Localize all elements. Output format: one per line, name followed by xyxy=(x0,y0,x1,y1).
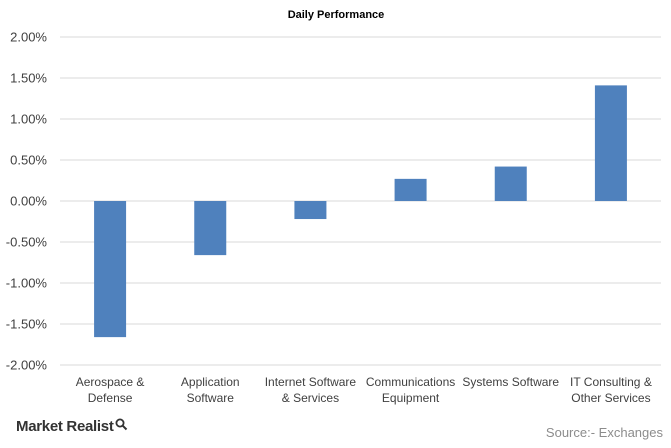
y-tick-label: 0.00% xyxy=(10,194,47,209)
y-tick-label: 1.00% xyxy=(10,112,47,127)
y-tick-label: 1.50% xyxy=(10,71,47,86)
chart-title: Daily Performance xyxy=(288,9,385,21)
magnifier-icon xyxy=(115,418,128,435)
bar xyxy=(194,201,227,256)
y-tick-label: -1.50% xyxy=(6,317,48,332)
y-tick-label: -0.50% xyxy=(6,235,48,250)
gridlines xyxy=(60,36,661,366)
category-label: Communications Equipment xyxy=(366,375,455,405)
bar xyxy=(394,178,427,201)
bar xyxy=(94,201,127,338)
y-tick-label: 2.00% xyxy=(10,30,47,45)
bar xyxy=(594,85,627,201)
category-label: IT Consulting & Other Services xyxy=(570,375,652,405)
y-axis-ticks: 2.00% 1.50% 1.00% 0.50% 0.00% -0.50% -1.00% -1.… xyxy=(6,30,48,373)
brand-logo: Market Realist xyxy=(16,418,128,435)
brand-name: Market Realist xyxy=(16,418,114,435)
y-tick-label: 0.50% xyxy=(10,153,47,168)
bar xyxy=(494,166,527,201)
category-label: Internet Software & Services xyxy=(265,375,357,405)
bars xyxy=(94,85,627,338)
y-tick-label: -2.00% xyxy=(6,358,48,373)
y-tick-label: -1.00% xyxy=(6,276,48,291)
category-label: Aerospace & Defense xyxy=(76,375,145,405)
category-label: Application Software xyxy=(181,375,240,405)
source-note: Source:- Exchanges xyxy=(545,425,663,440)
category-label: Systems Software xyxy=(462,375,559,389)
x-axis-categories: Aerospace & Defense Application Software Int… xyxy=(76,375,652,405)
bar xyxy=(294,201,327,220)
